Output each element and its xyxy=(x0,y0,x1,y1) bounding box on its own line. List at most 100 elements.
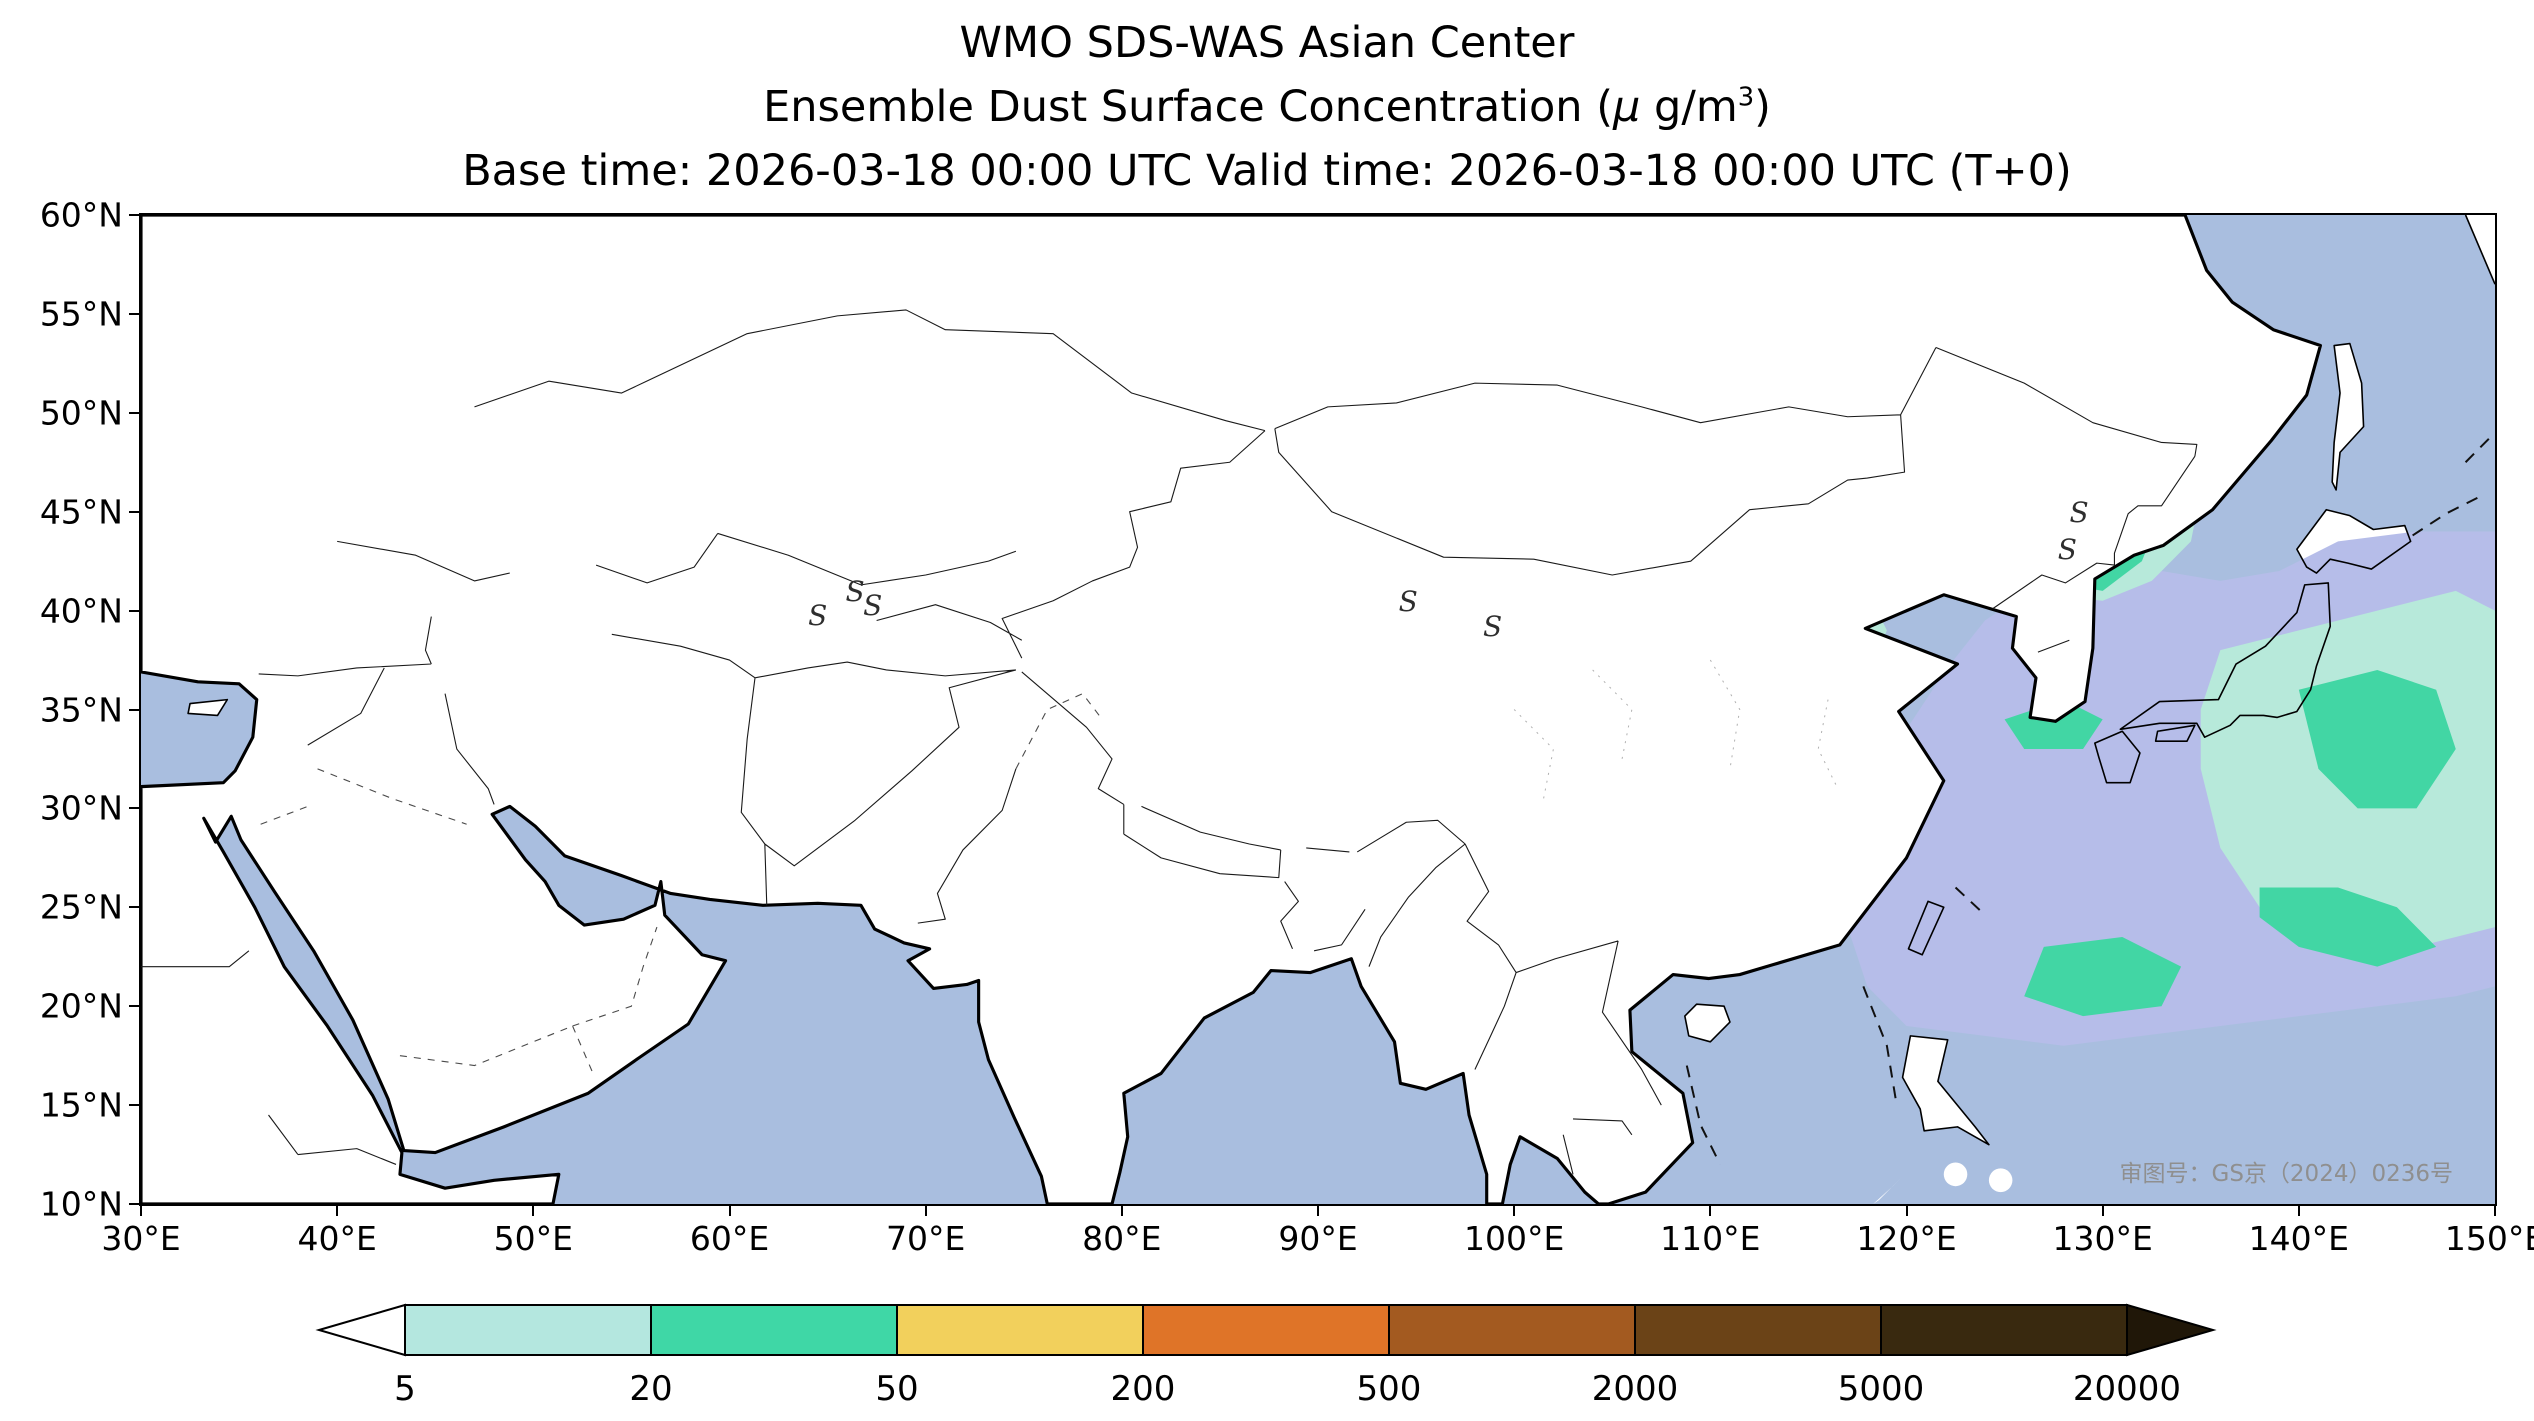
hainan-coastline xyxy=(1685,1004,1730,1042)
x-tick-mark xyxy=(2101,1206,2104,1216)
cyprus-coastline xyxy=(188,700,227,716)
y-tick-mark xyxy=(129,906,139,909)
x-tick-mark xyxy=(924,1206,927,1216)
mu-symbol: μ xyxy=(1613,82,1641,132)
x-tick-mark xyxy=(532,1206,535,1216)
subtitle-text: Ensemble Dust Surface Concentration ( xyxy=(763,82,1614,132)
dust-storm-symbol: S xyxy=(1398,584,1418,618)
dust-storm-symbol: S xyxy=(863,588,883,622)
dust-layer-20-50-korea-strait xyxy=(2004,699,2103,750)
dust-map xyxy=(141,215,2495,1204)
y-tick-mark xyxy=(129,609,139,612)
y-tick-label: 40°N xyxy=(39,591,123,631)
base-time-text: Base time: 2026-03-18 00:00 UTC xyxy=(462,146,1193,196)
legend-arrow-low xyxy=(315,1303,406,1357)
visayas-island xyxy=(1943,1162,1968,1187)
legend-label-500: 500 xyxy=(1357,1369,1422,1409)
dust-storm-symbol: S xyxy=(1482,610,1503,644)
x-tick-mark xyxy=(2494,1206,2496,1216)
legend-swatch-500-2000 xyxy=(1388,1304,1636,1356)
kamchatka-coastline xyxy=(2466,215,2495,284)
legend-label-200: 200 xyxy=(1111,1369,1176,1409)
legend-label-2000: 2000 xyxy=(1592,1369,1679,1409)
x-tick-mark xyxy=(1120,1206,1123,1216)
legend-swatches xyxy=(315,1303,2217,1357)
legend-label-20: 20 xyxy=(629,1369,672,1409)
y-tick-mark xyxy=(129,1104,139,1107)
dust-storm-symbol: S xyxy=(2069,495,2089,529)
cyprus-island xyxy=(188,699,228,716)
x-tick-label: 110°E xyxy=(1660,1219,1761,1258)
x-tick-mark xyxy=(1317,1206,1319,1216)
x-tick-label: 40°E xyxy=(297,1219,377,1258)
legend-colorbar: 5 20 50 200 500 2000 5000 20000 xyxy=(315,1303,2217,1409)
y-tick-label: 30°N xyxy=(39,788,123,828)
visayas-island-2 xyxy=(1988,1168,2013,1193)
subtitle-close: ) xyxy=(1754,82,1771,132)
x-tick-label: 90°E xyxy=(1278,1219,1358,1258)
coastlines-group xyxy=(141,215,2495,1204)
figure-subtitle: Ensemble Dust Surface Concentration (μ g… xyxy=(0,82,2534,134)
y-tick-mark xyxy=(129,214,139,216)
dust-storm-symbol: S xyxy=(845,574,865,608)
map-plot: 审图号：GS京（2024）0236号 30°E 40°E 50°E 60°E 70°E 8… xyxy=(40,196,2534,1259)
legend-swatch-200-500 xyxy=(1142,1304,1390,1356)
time-line: Base time: 2026-03-18 00:00 UTC Valid ti… xyxy=(0,146,2534,198)
x-tick-label: 100°E xyxy=(1463,1219,1565,1258)
country-borders xyxy=(141,310,2197,1174)
dashed-borders xyxy=(261,694,1103,1072)
x-tick-label: 150°E xyxy=(2444,1219,2534,1258)
dust-storm-symbol: S xyxy=(2057,533,2077,567)
province-borders xyxy=(1514,660,1838,798)
y-tick-mark xyxy=(129,1005,139,1008)
subtitle-unit: g/m xyxy=(1640,82,1738,132)
y-tick-mark xyxy=(129,807,139,810)
y-tick-label: 20°N xyxy=(39,986,123,1026)
legend-arrow-high xyxy=(2126,1303,2217,1357)
x-tick-label: 60°E xyxy=(689,1219,770,1258)
y-tick-label: 10°N xyxy=(39,1184,123,1224)
y-tick-label: 55°N xyxy=(39,294,123,334)
x-tick-mark xyxy=(336,1206,339,1216)
map-approval-watermark: 审图号：GS京（2024）0236号 xyxy=(2119,1161,2454,1187)
shikoku-coastline xyxy=(2156,725,2195,741)
kyushu-coastline xyxy=(2095,731,2140,782)
x-tick-mark xyxy=(728,1206,731,1216)
y-tick-label: 25°N xyxy=(39,887,123,927)
y-tick-mark xyxy=(129,510,139,513)
sakhalin-coastline xyxy=(2332,344,2363,490)
page-title: WMO SDS-WAS Asian Center xyxy=(959,18,1575,68)
taiwan-coastline xyxy=(1908,901,1943,954)
legend-swatch-50-200 xyxy=(896,1304,1144,1356)
y-tick-mark xyxy=(129,708,139,711)
x-tick-label: 120°E xyxy=(1856,1219,1957,1258)
honshu-coastline xyxy=(2120,583,2330,737)
dust-layer-20-50-pacific-2 xyxy=(2259,887,2437,967)
y-tick-mark xyxy=(129,312,139,315)
legend-swatch-2000-5000 xyxy=(1634,1304,1882,1356)
x-tick-mark xyxy=(2297,1206,2300,1216)
y-tick-mark xyxy=(129,1203,139,1205)
hokkaido-coastline xyxy=(2297,510,2411,573)
legend-swatch-5000-20000 xyxy=(1880,1304,2128,1356)
legend-swatch-5-20 xyxy=(404,1304,652,1356)
y-tick-label: 15°N xyxy=(39,1085,123,1125)
y-tick-label: 50°N xyxy=(39,393,123,433)
x-tick-label: 140°E xyxy=(2248,1219,2349,1258)
legend-label-50: 50 xyxy=(875,1369,918,1409)
legend-label-5000: 5000 xyxy=(1838,1369,1925,1409)
luzon-coastline xyxy=(1903,1036,1989,1145)
x-tick-label: 70°E xyxy=(885,1219,966,1258)
y-tick-mark xyxy=(129,411,139,414)
y-tick-label: 35°N xyxy=(39,690,123,729)
maritime-dashed-lines xyxy=(1687,433,2495,1165)
legend: 5 20 50 200 500 2000 5000 20000 xyxy=(315,1300,2218,1414)
dust-layer-20-50-pacific-3 xyxy=(2024,936,2182,1017)
dust-layer-20-50-pacific-1 xyxy=(2298,669,2456,809)
x-tick-mark xyxy=(1709,1206,1712,1216)
legend-label-20000: 20000 xyxy=(2073,1369,2181,1409)
x-tick-mark xyxy=(1513,1206,1516,1216)
y-tick-label: 60°N xyxy=(39,195,123,235)
valid-time-text: Valid time: 2026-03-18 00:00 UTC (T+0) xyxy=(1205,146,2072,196)
